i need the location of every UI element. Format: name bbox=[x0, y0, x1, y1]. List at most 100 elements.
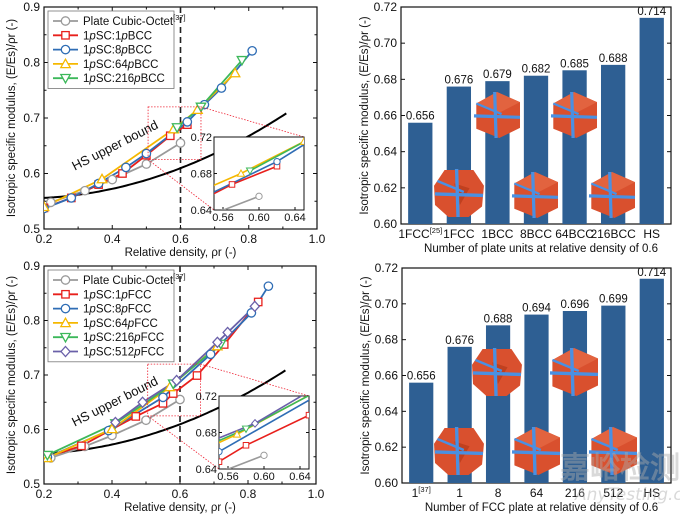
legend-marker bbox=[60, 303, 71, 314]
x-tick-label: 1BCC bbox=[481, 227, 513, 241]
data-point bbox=[158, 392, 168, 403]
inset-data-point bbox=[299, 137, 304, 145]
legend-italic: p bbox=[88, 332, 96, 344]
data-point bbox=[247, 45, 258, 56]
x-tick-label: 1.0 bbox=[308, 487, 325, 501]
y-tick-label: 0.8 bbox=[23, 314, 40, 328]
data-point bbox=[263, 281, 274, 292]
legend-text-part: 1 bbox=[83, 332, 89, 344]
x-tick-label: 8BCC bbox=[520, 227, 552, 241]
lattice-image-216fcc bbox=[549, 347, 599, 397]
inset-series-line bbox=[219, 414, 309, 463]
inset-x-tick-label: 0.56 bbox=[212, 212, 233, 224]
data-point bbox=[192, 371, 202, 380]
x-axis-title: Number of plate units at relative densit… bbox=[424, 243, 658, 255]
legend-label: 1pSC:1pFCC bbox=[83, 289, 151, 301]
category-text: HS bbox=[643, 227, 660, 241]
lattice-image-8bcc bbox=[511, 171, 559, 219]
legend-text-part: FCC bbox=[128, 304, 152, 316]
legend-italic: p bbox=[127, 59, 135, 71]
bar bbox=[562, 311, 588, 483]
legend-text-part: SC:8 bbox=[96, 304, 122, 316]
lattice-plate bbox=[590, 437, 619, 452]
lattice-image-8fcc bbox=[472, 347, 522, 397]
lattice-image-216bcc bbox=[588, 171, 636, 219]
y-tick-label: 0.64 bbox=[375, 404, 399, 418]
inset-y-tick-label: 0.72 bbox=[191, 132, 212, 144]
legend-italic: p bbox=[120, 289, 128, 301]
bar-value-label: 0.694 bbox=[522, 303, 551, 315]
bar-value-label: 0.676 bbox=[444, 75, 473, 87]
data-point bbox=[44, 200, 50, 212]
y-axis-title: Isotropic specific modulus, (E/Es)/ρr (-… bbox=[6, 19, 18, 217]
y-tick-label: 0.62 bbox=[374, 181, 398, 195]
lattice-plate bbox=[531, 426, 537, 476]
inset-y-tick-label: 0.64 bbox=[196, 464, 217, 476]
lattice-image-64fcc bbox=[511, 426, 561, 476]
legend-text-part: Plate Cubic-Octet bbox=[83, 16, 174, 28]
inset-x-tick-label: 0.60 bbox=[253, 471, 274, 483]
lattice-plate bbox=[569, 347, 575, 397]
lattice-plate bbox=[474, 358, 503, 373]
x-tick-label: 0.6 bbox=[172, 232, 189, 246]
inset-x-tick-label: 0.64 bbox=[289, 471, 310, 483]
y-tick-label: 0.60 bbox=[375, 476, 399, 490]
bar-value-label: 0.714 bbox=[637, 6, 666, 18]
legend-text-part: FCC bbox=[141, 347, 165, 359]
legend-text-part: SC:512 bbox=[96, 347, 134, 359]
y-tick-label: 0.62 bbox=[375, 440, 399, 454]
plot-area bbox=[44, 7, 287, 229]
x-tick-label: 1 bbox=[456, 486, 463, 500]
y-tick-label: 0.72 bbox=[375, 261, 399, 275]
chart-top-left: 0.2 0.4 0.6 0.8 1.0 0.5 0.6 0.7 0.8 0.9 Relative d… bbox=[6, 0, 326, 259]
x-tick-label: 1FCC bbox=[443, 227, 475, 241]
x-tick-label: 0.4 bbox=[104, 232, 121, 246]
legend-text-part: SC:216 bbox=[96, 332, 134, 344]
watermark: 嘉峪检测网 AnyTesting.com bbox=[560, 451, 680, 505]
inset-data-point bbox=[273, 158, 281, 166]
inset-data-point bbox=[255, 192, 263, 200]
legend-text-part: BCC bbox=[134, 59, 158, 71]
data-point bbox=[141, 159, 152, 169]
legend-text-part: SC:8 bbox=[96, 45, 122, 57]
legend-text-part: SC:64 bbox=[96, 59, 129, 71]
legend-italic: p bbox=[133, 347, 141, 359]
x-tick-label: 8 bbox=[495, 486, 502, 500]
x-tick-label: 0.2 bbox=[36, 232, 53, 246]
data-point bbox=[175, 394, 185, 405]
legend-italic: p bbox=[127, 318, 135, 330]
legend-italic: p bbox=[133, 332, 141, 344]
lattice-plate bbox=[454, 426, 460, 476]
category-text: 1FCC bbox=[443, 227, 475, 241]
y-tick-label: 0.8 bbox=[23, 56, 40, 70]
data-point bbox=[216, 83, 227, 93]
legend-italic: p bbox=[120, 45, 128, 57]
lattice-plate bbox=[531, 171, 536, 219]
inset-data-point bbox=[245, 167, 255, 176]
x-tick-label: 512 bbox=[603, 486, 623, 500]
bar-value-label: 0.696 bbox=[561, 299, 590, 311]
y-tick-label: 0.66 bbox=[374, 109, 398, 123]
category-text: 8BCC bbox=[520, 227, 552, 241]
legend-text-part: 1 bbox=[83, 347, 89, 359]
legend-box bbox=[47, 269, 175, 363]
bar-value-label: 0.656 bbox=[406, 111, 435, 123]
category-text: 512 bbox=[603, 486, 623, 500]
data-point bbox=[236, 55, 248, 67]
watermark-en: AnyTesting.com bbox=[574, 485, 680, 505]
legend-marker bbox=[59, 316, 72, 328]
series-line bbox=[114, 305, 256, 424]
inset-x-tick-label: 0.56 bbox=[217, 471, 238, 483]
inset-data-point bbox=[232, 429, 242, 438]
x-tick-label: 0.4 bbox=[104, 487, 121, 501]
data-point bbox=[107, 174, 118, 185]
data-point bbox=[141, 415, 151, 426]
bar-value-label: 0.688 bbox=[599, 53, 628, 65]
y-tick-label: 0.7 bbox=[23, 111, 40, 125]
data-point bbox=[249, 300, 261, 313]
chart-bottom-left: 0.2 0.4 0.6 0.8 1.0 0.5 0.6 0.7 0.8 0.9 Relative d… bbox=[6, 259, 325, 514]
data-point bbox=[141, 148, 152, 159]
legend-text-part: SC:1 bbox=[96, 289, 122, 301]
y-tick-label: 0.7 bbox=[23, 368, 40, 382]
